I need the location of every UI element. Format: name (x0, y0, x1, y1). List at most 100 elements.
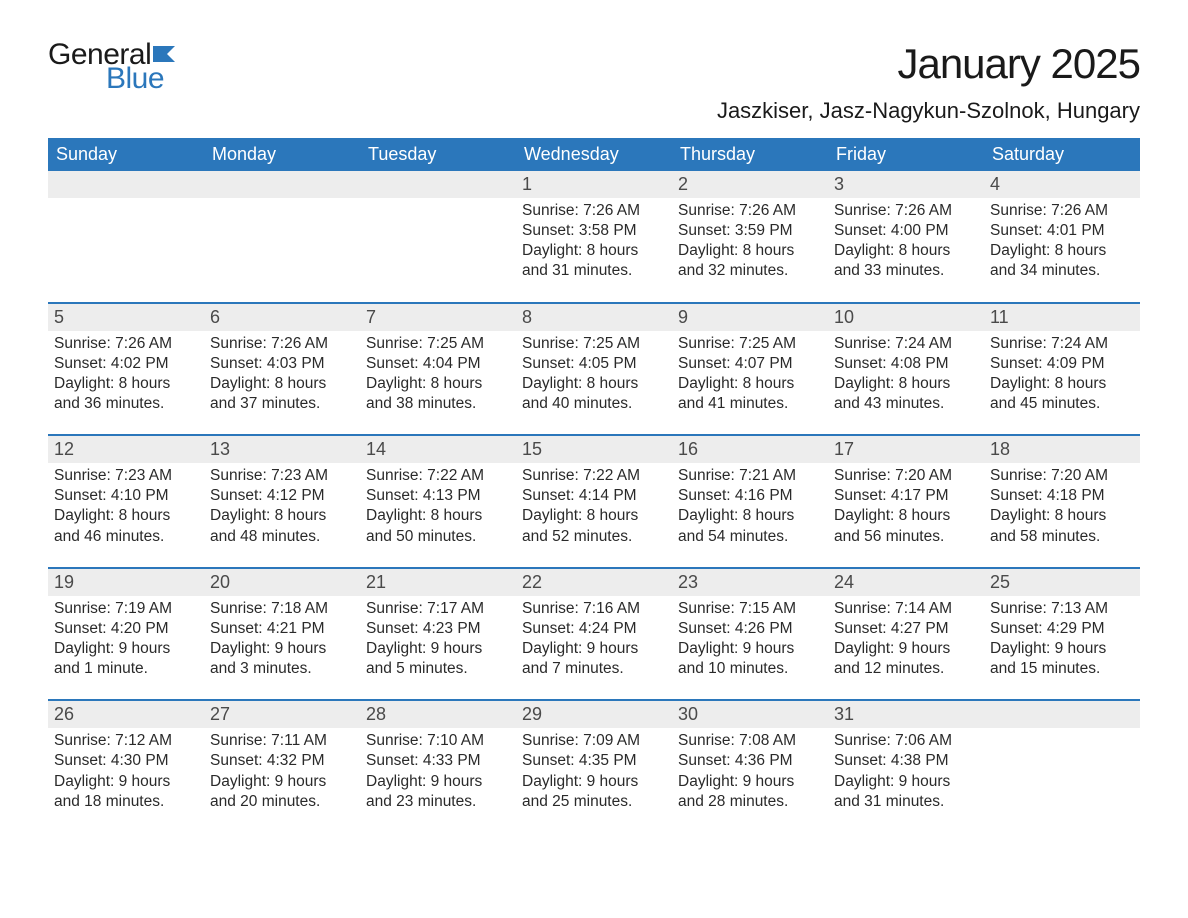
day-details: Sunrise: 7:22 AMSunset: 4:13 PMDaylight:… (360, 463, 516, 547)
day-number: 5 (54, 307, 64, 327)
dow-saturday: Saturday (984, 138, 1140, 171)
day-details: Sunrise: 7:08 AMSunset: 4:36 PMDaylight:… (672, 728, 828, 812)
sunset-text: Sunset: 4:32 PM (210, 751, 354, 771)
sunrise-text: Sunrise: 7:24 AM (990, 334, 1134, 354)
daylight-text: Daylight: 8 hours (54, 506, 198, 526)
day-cell: 25 Sunrise: 7:13 AMSunset: 4:29 PMDayligh… (984, 569, 1140, 688)
daylight-text: and 46 minutes. (54, 527, 198, 547)
sunrise-text: Sunrise: 7:15 AM (678, 599, 822, 619)
sunrise-text: Sunrise: 7:24 AM (834, 334, 978, 354)
daylight-text: and 28 minutes. (678, 792, 822, 812)
day-details: Sunrise: 7:26 AMSunset: 4:02 PMDaylight:… (48, 331, 204, 415)
daylight-text: and 10 minutes. (678, 659, 822, 679)
sunrise-text: Sunrise: 7:26 AM (210, 334, 354, 354)
daylight-text: and 7 minutes. (522, 659, 666, 679)
sunset-text: Sunset: 4:24 PM (522, 619, 666, 639)
daylight-text: Daylight: 9 hours (834, 639, 978, 659)
daylight-text: and 43 minutes. (834, 394, 978, 414)
logo-text-blue: Blue (106, 64, 183, 94)
sunrise-text: Sunrise: 7:06 AM (834, 731, 978, 751)
day-number: 11 (990, 307, 1009, 327)
daylight-text: and 12 minutes. (834, 659, 978, 679)
day-number: 25 (990, 572, 1010, 592)
sunset-text: Sunset: 4:23 PM (366, 619, 510, 639)
daylight-text: and 52 minutes. (522, 527, 666, 547)
sunset-text: Sunset: 4:02 PM (54, 354, 198, 374)
day-cell: 31Sunrise: 7:06 AMSunset: 4:38 PMDayligh… (828, 701, 984, 820)
day-cell: 8Sunrise: 7:25 AMSunset: 4:05 PMDaylight… (516, 304, 672, 423)
day-details: Sunrise: 7:25 AMSunset: 4:05 PMDaylight:… (516, 331, 672, 415)
daylight-text: Daylight: 8 hours (678, 374, 822, 394)
day-number: 2 (678, 174, 688, 194)
daylight-text: Daylight: 9 hours (522, 772, 666, 792)
day-cell: 11 Sunrise: 7:24 AMSunset: 4:09 PMDayligh… (984, 304, 1140, 423)
day-cell: 21Sunrise: 7:17 AMSunset: 4:23 PMDayligh… (360, 569, 516, 688)
daylight-text: and 36 minutes. (54, 394, 198, 414)
daylight-text: Daylight: 9 hours (834, 772, 978, 792)
day-cell: 17Sunrise: 7:20 AMSunset: 4:17 PMDayligh… (828, 436, 984, 555)
daylight-text: and 50 minutes. (366, 527, 510, 547)
sunrise-text: Sunrise: 7:11 AM (210, 731, 354, 751)
daylight-text: and 3 minutes. (210, 659, 354, 679)
daylight-text: Daylight: 9 hours (990, 639, 1134, 659)
day-details: Sunrise: 7:11 AMSunset: 4:32 PMDaylight:… (204, 728, 360, 812)
sunset-text: Sunset: 4:33 PM (366, 751, 510, 771)
day-details: Sunrise: 7:26 AMSunset: 4:01 PMDaylight:… (984, 198, 1140, 282)
daylight-text: Daylight: 8 hours (366, 374, 510, 394)
sunset-text: Sunset: 4:17 PM (834, 486, 978, 506)
sunset-text: Sunset: 4:27 PM (834, 619, 978, 639)
sunset-text: Sunset: 4:07 PM (678, 354, 822, 374)
daylight-text: and 45 minutes. (990, 394, 1134, 414)
dow-tuesday: Tuesday (360, 138, 516, 171)
day-number: 27 (210, 704, 230, 724)
sunrise-text: Sunrise: 7:21 AM (678, 466, 822, 486)
day-cell: 26Sunrise: 7:12 AMSunset: 4:30 PMDayligh… (48, 701, 204, 820)
sunrise-text: Sunrise: 7:16 AM (522, 599, 666, 619)
dow-thursday: Thursday (672, 138, 828, 171)
sunset-text: Sunset: 4:10 PM (54, 486, 198, 506)
day-details: Sunrise: 7:26 AMSunset: 3:58 PMDaylight:… (516, 198, 672, 282)
sunset-text: Sunset: 4:18 PM (990, 486, 1134, 506)
sunset-text: Sunset: 4:09 PM (990, 354, 1134, 374)
sunrise-text: Sunrise: 7:13 AM (990, 599, 1134, 619)
month-title: January 2025 (717, 40, 1140, 88)
day-cell: 3 Sunrise: 7:26 AMSunset: 4:00 PMDaylight… (828, 171, 984, 290)
day-details: Sunrise: 7:10 AMSunset: 4:33 PMDaylight:… (360, 728, 516, 812)
day-number: 30 (678, 704, 698, 724)
day-cell: 10Sunrise: 7:24 AMSunset: 4:08 PMDayligh… (828, 304, 984, 423)
day-cell: 23Sunrise: 7:15 AMSunset: 4:26 PMDayligh… (672, 569, 828, 688)
dow-sunday: Sunday (48, 138, 204, 171)
day-cell: 19Sunrise: 7:19 AMSunset: 4:20 PMDayligh… (48, 569, 204, 688)
day-cell-empty: . (204, 171, 360, 290)
day-details: Sunrise: 7:16 AMSunset: 4:24 PMDaylight:… (516, 596, 672, 680)
daylight-text: Daylight: 9 hours (522, 639, 666, 659)
day-details: Sunrise: 7:13 AMSunset: 4:29 PMDaylight:… (984, 596, 1140, 680)
daylight-text: Daylight: 8 hours (54, 374, 198, 394)
location: Jaszkiser, Jasz-Nagykun-Szolnok, Hungary (717, 98, 1140, 124)
dow-friday: Friday (828, 138, 984, 171)
day-cell: 5 Sunrise: 7:26 AMSunset: 4:02 PMDaylight… (48, 304, 204, 423)
day-details: Sunrise: 7:23 AMSunset: 4:10 PMDaylight:… (48, 463, 204, 547)
sunset-text: Sunset: 3:58 PM (522, 221, 666, 241)
day-number: 21 (366, 572, 386, 592)
day-details: Sunrise: 7:18 AMSunset: 4:21 PMDaylight:… (204, 596, 360, 680)
title-block: January 2025 Jaszkiser, Jasz-Nagykun-Szo… (717, 40, 1140, 124)
day-number: 3 (834, 174, 844, 194)
sunset-text: Sunset: 4:00 PM (834, 221, 978, 241)
daylight-text: Daylight: 8 hours (210, 374, 354, 394)
logo: General Blue (48, 40, 183, 94)
daylight-text: Daylight: 8 hours (834, 506, 978, 526)
daylight-text: and 40 minutes. (522, 394, 666, 414)
sunrise-text: Sunrise: 7:20 AM (834, 466, 978, 486)
sunrise-text: Sunrise: 7:12 AM (54, 731, 198, 751)
sunrise-text: Sunrise: 7:26 AM (54, 334, 198, 354)
day-number: 23 (678, 572, 698, 592)
daylight-text: Daylight: 8 hours (990, 374, 1134, 394)
week-row: ...1Sunrise: 7:26 AMSunset: 3:58 PMDayli… (48, 171, 1140, 290)
day-details: Sunrise: 7:26 AMSunset: 4:00 PMDaylight:… (828, 198, 984, 282)
day-details: Sunrise: 7:20 AMSunset: 4:17 PMDaylight:… (828, 463, 984, 547)
day-details: Sunrise: 7:23 AMSunset: 4:12 PMDaylight:… (204, 463, 360, 547)
daylight-text: and 33 minutes. (834, 261, 978, 281)
day-details: Sunrise: 7:19 AMSunset: 4:20 PMDaylight:… (48, 596, 204, 680)
week-row: 5Sunrise: 7:26 AMSunset: 4:02 PMDaylight… (48, 302, 1140, 423)
